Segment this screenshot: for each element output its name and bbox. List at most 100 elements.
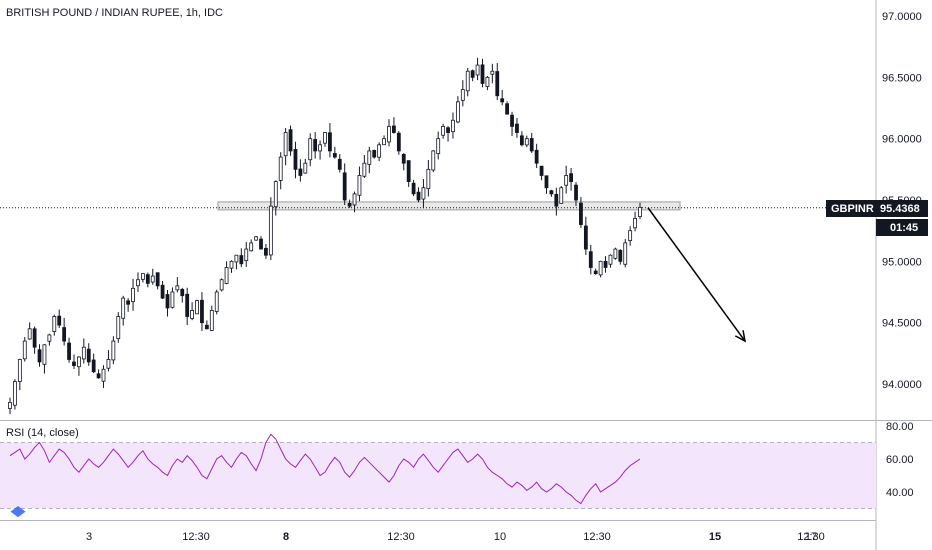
axis-labels: 97.000096.500096.000095.500095.000094.50… [86, 11, 922, 543]
candle-body [593, 270, 598, 275]
candle-body [559, 187, 564, 204]
candle-body [219, 279, 224, 291]
candle-body [224, 267, 229, 284]
price-tick-label: 94.5000 [882, 318, 922, 330]
candle-body [387, 126, 391, 143]
rsi-tick-label: 60.00 [886, 454, 914, 466]
candle-body [214, 291, 219, 312]
candle-body [583, 225, 588, 250]
price-tick-label: 95.0000 [882, 256, 922, 268]
candle-body [190, 309, 195, 319]
time-tick-label: 12:30 [182, 531, 210, 543]
candle-body [564, 175, 569, 186]
candle-body [451, 119, 455, 133]
candle-body [22, 340, 27, 360]
candle-body [136, 279, 140, 287]
rsi-tick-label: 40.00 [886, 487, 914, 499]
candle-body [446, 127, 450, 133]
candle-body [529, 138, 534, 152]
candle-body [244, 248, 249, 262]
candle-body [42, 344, 47, 365]
candle-body [426, 168, 431, 189]
price-tag-countdown: 01:45 [890, 222, 918, 234]
candle-body [268, 205, 273, 256]
candle-body [411, 182, 416, 195]
candle-body [534, 149, 539, 164]
candle-body [273, 181, 278, 208]
candle-body [515, 123, 519, 133]
candle-body [111, 340, 116, 361]
candle-body [165, 294, 170, 309]
candle-body [510, 114, 514, 127]
candle-body [91, 359, 96, 373]
candle-body [81, 346, 86, 360]
time-tick-label: 12:30 [583, 531, 611, 543]
rsi-tick-label: 80.00 [886, 421, 914, 433]
candle-body [332, 153, 337, 158]
candle-body [618, 249, 623, 262]
candle-body [57, 315, 62, 326]
candle-body [638, 206, 642, 218]
time-tick-label: 12:30 [797, 531, 825, 543]
candle-body [303, 162, 308, 174]
candle-body [539, 165, 544, 176]
candle-body [27, 328, 32, 340]
candle-body [608, 254, 613, 265]
candle-body [421, 187, 426, 200]
time-tick-label: 10 [494, 531, 506, 543]
price-tag-value: 95.4368 [880, 203, 920, 215]
candle-body [441, 126, 446, 136]
candle-body [293, 149, 298, 170]
candle-body [175, 285, 180, 291]
candle-body [613, 248, 618, 259]
time-tick-label: 15 [709, 531, 721, 543]
candle-body [524, 138, 529, 146]
candle-body [52, 316, 57, 332]
candle-body [362, 162, 367, 177]
price-tag: GBPINR 95.4368 01:45 [826, 200, 928, 236]
candle-body [229, 260, 234, 269]
candle-body [490, 70, 495, 75]
candle-body [382, 138, 386, 146]
rsi-pane[interactable] [0, 433, 876, 509]
candle-body [342, 172, 347, 201]
candle-body [77, 356, 81, 368]
projection-arrow-head [734, 330, 747, 343]
time-tick-label: 17 [805, 531, 817, 543]
candle-body [544, 175, 549, 189]
candle-body [460, 89, 465, 101]
candle-body [588, 251, 593, 268]
time-tick-label: 8 [283, 531, 289, 543]
candle-body [372, 150, 377, 158]
settings-icon[interactable] [9, 506, 27, 519]
candle-body [195, 300, 199, 315]
candle-body [505, 103, 510, 115]
candle-body [569, 173, 573, 183]
price-tick-label: 96.5000 [882, 72, 922, 84]
candle-body [298, 168, 303, 176]
candle-body [475, 64, 480, 76]
main-price-pane[interactable] [0, 57, 876, 415]
candle-body [8, 401, 12, 409]
candle-body [101, 368, 106, 382]
candle-body [392, 125, 396, 133]
projection-arrow [647, 207, 746, 342]
candle-body [86, 348, 91, 363]
candle-body [150, 275, 155, 283]
candle-body [377, 144, 382, 158]
candle-body [121, 297, 126, 319]
candle-body [598, 260, 603, 276]
candle-body [579, 202, 583, 225]
candle-body [328, 132, 332, 152]
candle-body [209, 309, 214, 331]
candle-body [170, 291, 175, 308]
candle-body [308, 138, 313, 161]
candle-body [32, 328, 37, 348]
candle-body [480, 64, 485, 84]
candle-body [13, 381, 17, 406]
candle-body [313, 139, 318, 152]
candle-body [485, 76, 490, 87]
chart-title: BRITISH POUND / INDIAN RUPEE, 1h, IDC [6, 7, 223, 19]
candle-body [140, 273, 145, 280]
